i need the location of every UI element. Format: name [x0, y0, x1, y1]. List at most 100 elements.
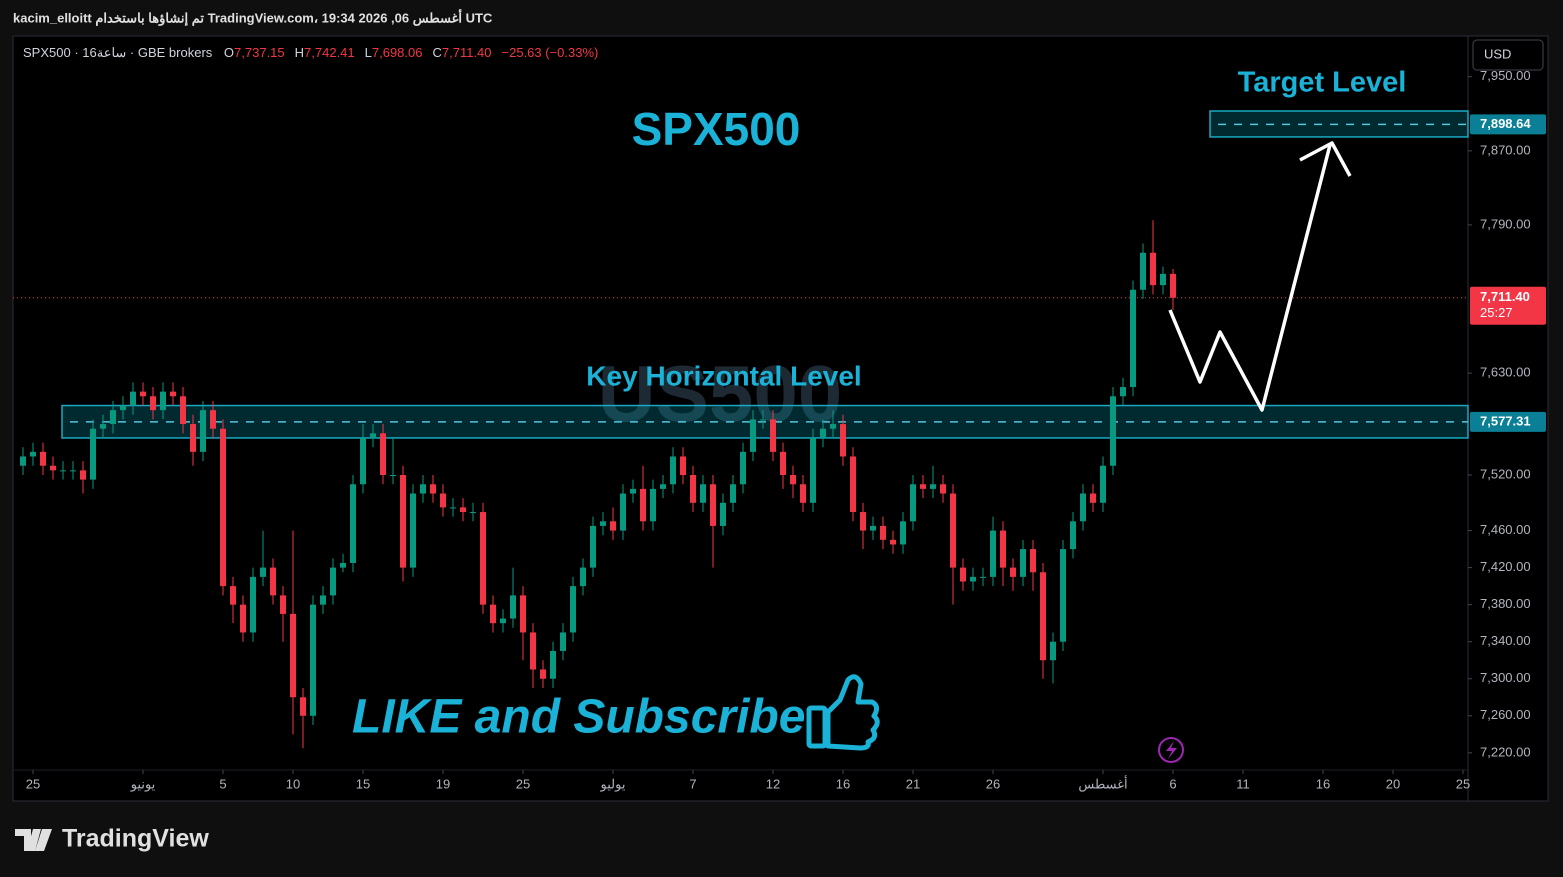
candle-body: [810, 437, 816, 503]
brand: TradingView: [62, 825, 209, 853]
candle-body: [320, 595, 326, 605]
chart-panel: [12, 35, 1549, 802]
candle-body: [930, 484, 936, 489]
candle-body: [110, 410, 116, 425]
last-price-box: [1470, 286, 1546, 325]
candle-body: [20, 456, 26, 466]
x-tick-label: أغسطس: [1078, 775, 1127, 792]
key-label: Key Horizontal Level: [586, 360, 861, 391]
candle-body: [960, 567, 966, 582]
candle-body: [60, 470, 66, 472]
last-price-label: 7,711.40: [1480, 289, 1530, 304]
ohlc-key: H: [295, 45, 304, 60]
candle-body: [1090, 493, 1096, 503]
y-tick-label: 7,300.00: [1480, 670, 1531, 685]
candle-body: [80, 470, 86, 480]
candle-body: [210, 410, 216, 429]
y-tick-label: 7,420.00: [1480, 559, 1531, 574]
candle-body: [330, 567, 336, 596]
candle-body: [740, 451, 746, 485]
y-tick-label: 7,260.00: [1480, 707, 1531, 722]
candle-body: [770, 419, 776, 452]
candle-body: [900, 521, 906, 545]
candle-body: [690, 474, 696, 503]
ohlc-value: 7,711.40: [442, 45, 492, 60]
symbol-header: SPX500 · 16ساعة · GBE brokers O7,737.15 H…: [23, 45, 598, 60]
candle-body: [660, 484, 666, 489]
candle-body: [240, 604, 246, 633]
candle-body: [550, 650, 556, 679]
candle-body: [120, 405, 126, 411]
y-tick-label: 7,460.00: [1480, 522, 1531, 537]
candle-body: [1040, 572, 1046, 661]
candle-body: [150, 396, 156, 411]
candle-body: [360, 437, 366, 485]
candle-body: [1020, 549, 1026, 577]
candle-body: [1050, 641, 1056, 661]
y-tick-label: 7,630.00: [1480, 365, 1531, 380]
candle-body: [440, 493, 446, 508]
candle-body: [370, 433, 376, 438]
x-tick-label: 26: [986, 776, 1000, 791]
candle-body: [280, 595, 286, 614]
candle-body: [840, 424, 846, 457]
candle-body: [500, 618, 506, 624]
candle-body: [1120, 387, 1126, 397]
credit: kacim_elloitt تم إنشاؤها باستخدام Tradin…: [13, 9, 493, 26]
ohlc-key: O: [224, 45, 234, 60]
y-tick-label: 7,220.00: [1480, 744, 1531, 759]
candle-body: [530, 632, 536, 670]
candle-body: [510, 595, 516, 619]
candle-body: [160, 391, 166, 411]
projection-arrow: [1168, 144, 1332, 412]
candle-body: [270, 567, 276, 596]
x-tick-label: 25: [516, 776, 530, 791]
y-tick-label: 7,790.00: [1480, 216, 1531, 231]
candle-body: [1010, 567, 1016, 577]
candle-body: [250, 576, 256, 633]
cta: LIKE and Subscribe: [352, 691, 805, 744]
candle-body: [780, 451, 786, 475]
level-price-box: [1470, 114, 1546, 135]
ohlc-value: 7,742.41: [304, 45, 355, 60]
y-tick-label: 7,950.00: [1480, 68, 1531, 83]
candle-body: [50, 465, 56, 471]
candle-body: [200, 410, 206, 452]
candle-body: [970, 576, 976, 582]
candle-body: [640, 488, 646, 522]
y-tick-label: 7,520.00: [1480, 466, 1531, 481]
alert-bolt: [1166, 741, 1177, 759]
currency-button[interactable]: [1472, 39, 1544, 71]
candle-body: [620, 493, 626, 531]
candle-body: [400, 474, 406, 568]
candle-body: [1100, 465, 1106, 503]
countdown: 25:27: [1480, 305, 1513, 320]
candle-body: [350, 484, 356, 563]
y-tick-label: 7,380.00: [1480, 596, 1531, 611]
candle-body: [380, 433, 386, 475]
candle-body: [410, 493, 416, 568]
candle-body: [720, 502, 726, 526]
candle-body: [730, 484, 736, 503]
x-tick-label: 16: [1316, 776, 1330, 791]
candle-body: [750, 419, 756, 452]
candle-body: [1140, 252, 1146, 290]
candle-body: [590, 525, 596, 568]
candle-body: [610, 521, 616, 531]
candle-body: [1070, 521, 1076, 550]
ohlc-value: 7,698.06: [372, 45, 423, 60]
candle-body: [1170, 273, 1176, 298]
change: −25.63 (−0.33%): [502, 45, 599, 60]
candle-body: [650, 488, 656, 522]
candle-body: [1160, 273, 1166, 286]
ohlc-key: L: [365, 45, 372, 60]
candle-body: [870, 525, 876, 531]
candle-body: [940, 484, 946, 494]
candle-body: [480, 512, 486, 605]
candle-body: [310, 604, 316, 716]
candle-body: [130, 391, 136, 406]
ohlc-value: 7,737.15: [234, 45, 285, 60]
alert-icon[interactable]: [1158, 737, 1184, 763]
candle-body: [990, 530, 996, 577]
x-tick-label: 11: [1236, 776, 1250, 791]
